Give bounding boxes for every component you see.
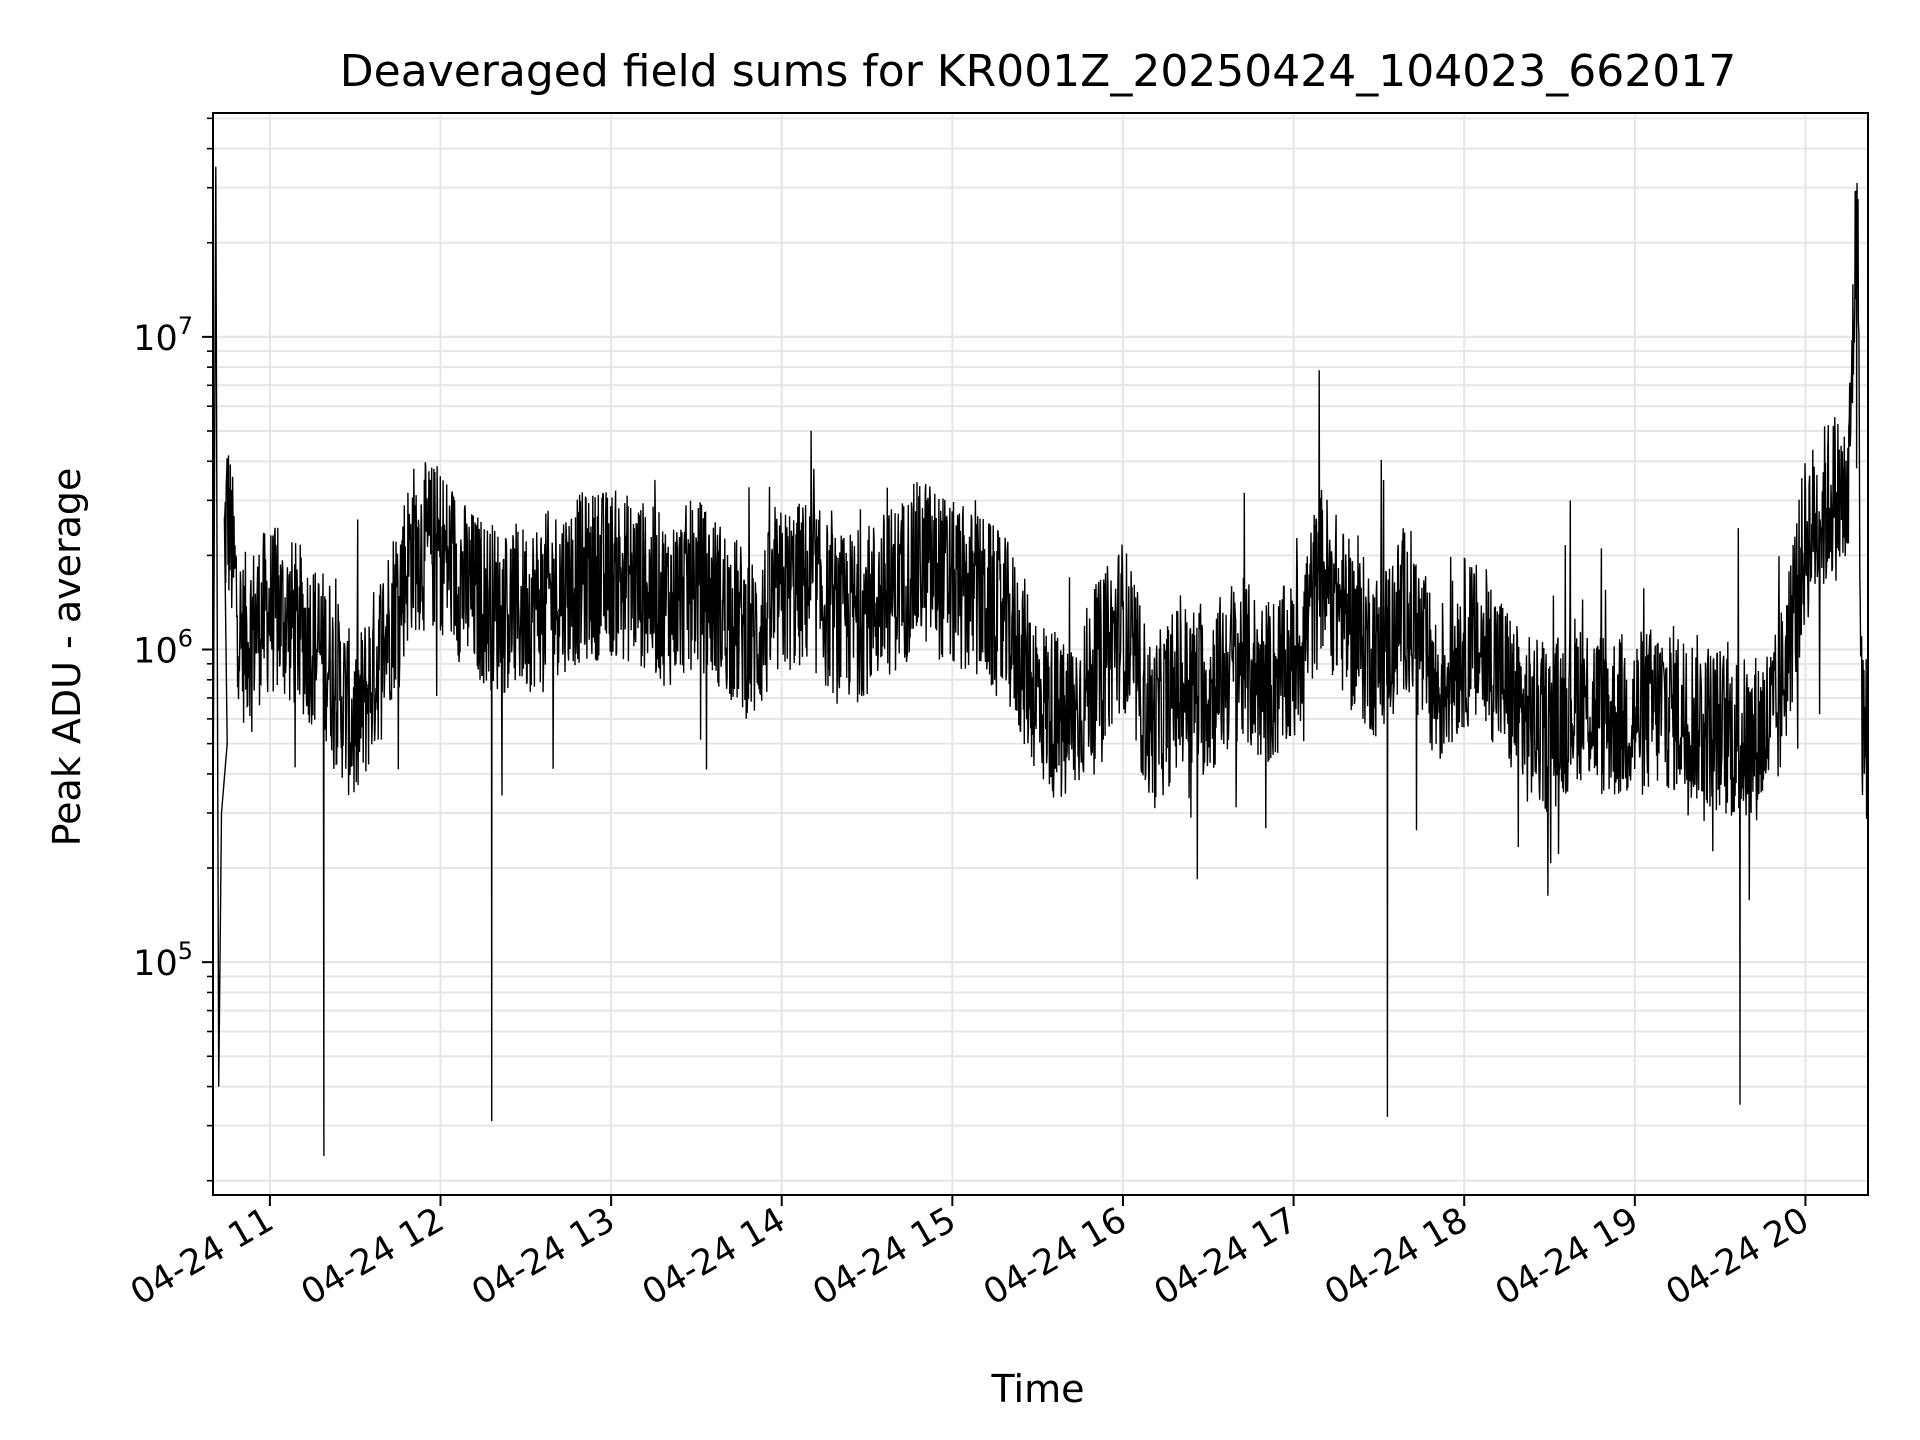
plot-frame <box>212 112 1869 1196</box>
x-axis-label: Time <box>991 1367 1085 1411</box>
chart-title: Deaveraged field sums for KR001Z_2025042… <box>340 46 1736 97</box>
y-tick-label: 105 <box>133 937 193 984</box>
y-axis: 105 106 107 <box>133 117 213 1182</box>
series-line-group <box>212 166 1869 1156</box>
y-axis-label: Peak ADU - average <box>45 468 89 847</box>
series-line <box>212 166 1869 1156</box>
y-tick-label: 107 <box>133 312 193 359</box>
grid <box>213 113 1868 1195</box>
y-tick-label: 106 <box>133 625 193 672</box>
